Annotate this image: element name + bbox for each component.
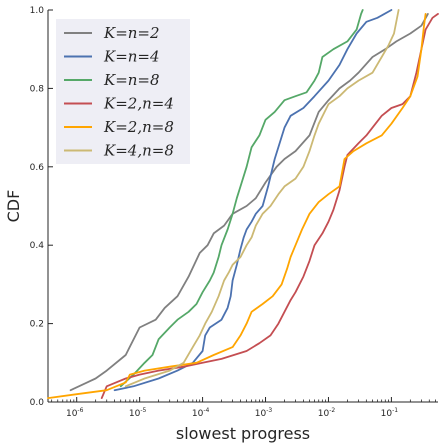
legend-label: K=2,n=8 bbox=[103, 118, 174, 136]
axes bbox=[47, 10, 438, 403]
legend-label: K=n=8 bbox=[103, 71, 160, 89]
x-axis-label: slowest progress bbox=[176, 424, 310, 443]
y-axis-label: CDF bbox=[4, 190, 23, 223]
legend-box bbox=[56, 19, 190, 164]
legend-label: K=n=4 bbox=[103, 48, 160, 66]
series-line-2 bbox=[113, 9, 393, 392]
y-tick-label: 1.0 bbox=[30, 6, 45, 16]
series-line-5 bbox=[47, 13, 427, 399]
x-tick-label: 10-4 bbox=[192, 407, 210, 419]
y-ticks: 0.0 0.2 0.4 0.6 0.8 1.0 bbox=[30, 6, 53, 408]
legend-label: K=2,n=4 bbox=[103, 95, 174, 113]
y-tick-label: 0.8 bbox=[30, 84, 45, 94]
legend-label: K=n=2 bbox=[103, 24, 160, 42]
y-tick-label: 0.2 bbox=[30, 320, 44, 330]
legend-label: K=4,n=8 bbox=[103, 142, 174, 160]
series-line-3 bbox=[119, 9, 364, 388]
series-line-6 bbox=[124, 9, 400, 388]
series-line-4 bbox=[100, 13, 439, 399]
series-line-1 bbox=[69, 13, 429, 392]
legend-items: K=n=2 K=n=4 K=n=8 K=2,n=4 K=2,n=8 K=4,n=8 bbox=[64, 24, 174, 160]
y-tick-label: 0.6 bbox=[30, 163, 45, 173]
legend: K=n=2 K=n=4 K=n=8 K=2,n=4 K=2,n=8 K=4,n=8 bbox=[56, 19, 190, 164]
x-tick-label: 10-5 bbox=[129, 407, 147, 419]
x-tick-label: 10-3 bbox=[255, 407, 273, 419]
x-tick-label: 10-1 bbox=[381, 407, 399, 419]
x-ticks: 10-6 10-5 10-4 10-3 10-2 10-1 bbox=[51, 397, 436, 419]
y-tick-label: 0.0 bbox=[30, 398, 45, 408]
x-tick-label: 10-6 bbox=[66, 407, 84, 419]
x-tick-label: 10-2 bbox=[318, 407, 336, 419]
series-lines bbox=[47, 9, 439, 399]
y-tick-label: 0.4 bbox=[30, 241, 45, 251]
